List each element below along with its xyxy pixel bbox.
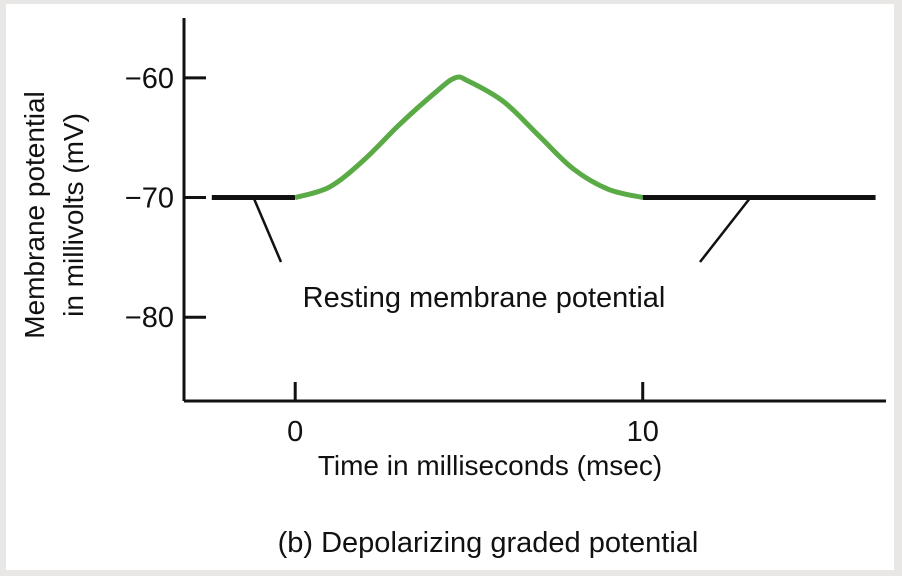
y-axis-label-line-2: in millivolts (mV)	[58, 113, 89, 317]
annotation-pointers	[252, 196, 752, 263]
y-tick-label: −80	[125, 302, 174, 334]
resting-potential-annotation: Resting membrane potential	[303, 282, 666, 314]
x-tick-label: 10	[627, 416, 659, 448]
x-axis-label: Time in milliseconds (msec)	[318, 450, 662, 481]
y-tick-label: −70	[125, 183, 174, 215]
x-tick-label: 0	[287, 416, 303, 448]
axes-group	[182, 18, 886, 403]
annotation-pointer-line	[252, 197, 283, 263]
y-tick-label: −60	[125, 63, 174, 95]
y-ticks-group: −60 −70 −80	[125, 63, 206, 334]
series-group	[211, 74, 876, 201]
y-axis-label-line-1: Membrane potential	[19, 91, 50, 338]
figure-caption: (b) Depolarizing graded potential	[278, 527, 699, 559]
figure-panel	[6, 4, 894, 570]
series-line-graded-potential	[294, 74, 644, 200]
annotation-pointer-line	[699, 196, 752, 263]
x-ticks-group: 0 10	[287, 382, 659, 448]
